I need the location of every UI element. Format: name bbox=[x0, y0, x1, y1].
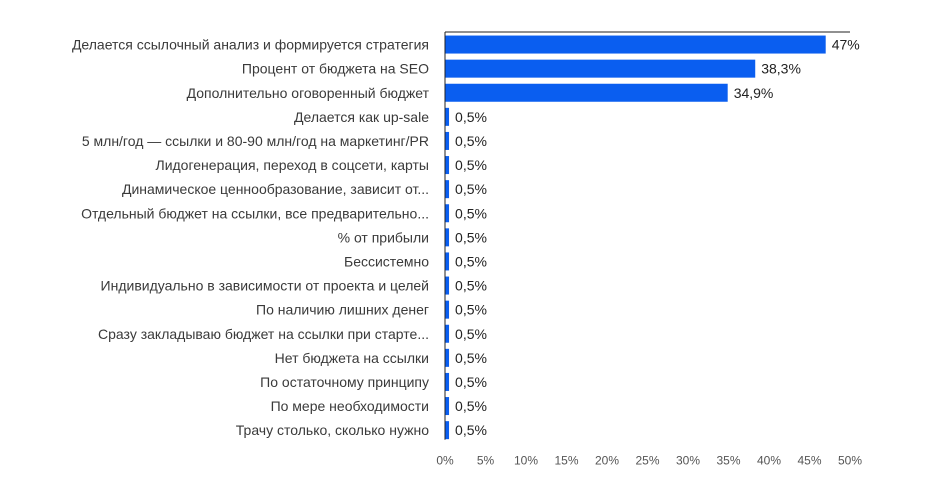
category-label-16: Трачу столько, сколько нужно bbox=[236, 422, 429, 438]
value-label-13: 0,5% bbox=[455, 350, 487, 366]
value-label-1: 38,3% bbox=[761, 61, 801, 77]
value-label-16: 0,5% bbox=[455, 422, 487, 438]
x-tick-label-10: 50% bbox=[838, 454, 862, 468]
value-labels-group: 47% 38,3% 34,9% 0,5% 0,5% 0,5% 0,5% 0,5% 0,5% 0,5… bbox=[455, 37, 860, 439]
x-tick-label-1: 5% bbox=[477, 454, 495, 468]
bar-14 bbox=[445, 372, 450, 391]
category-label-5: Лидогенерация, переход в соцсети, карты bbox=[156, 157, 430, 173]
category-label-14: По остаточному принципу bbox=[260, 374, 429, 390]
category-labels-group: Делается ссылочный анализ и формируется … bbox=[72, 37, 430, 439]
value-label-7: 0,5% bbox=[455, 205, 487, 221]
x-tick-label-2: 10% bbox=[514, 454, 538, 468]
category-label-4: 5 млн/год — ссылки и 80-90 млн/год на ма… bbox=[82, 133, 429, 149]
bar-9 bbox=[445, 252, 450, 271]
bar-7 bbox=[445, 204, 450, 223]
bar-5 bbox=[445, 156, 450, 175]
x-tick-label-3: 15% bbox=[554, 454, 578, 468]
x-tick-labels-group: 0% 5% 10% 15% 20% 25% 30% 35% 40% 45% 50% bbox=[436, 454, 862, 468]
value-label-9: 0,5% bbox=[455, 253, 487, 269]
x-tick-label-8: 40% bbox=[757, 454, 781, 468]
value-label-11: 0,5% bbox=[455, 302, 487, 318]
category-label-10: Индивидуально в зависимости от проекта и… bbox=[101, 278, 429, 294]
value-label-0: 47% bbox=[832, 37, 860, 53]
category-label-9: Бессистемно bbox=[344, 253, 429, 269]
bar-4 bbox=[445, 131, 450, 150]
category-label-3: Делается как up-sale bbox=[294, 109, 429, 125]
value-label-2: 34,9% bbox=[734, 85, 774, 101]
bar-16 bbox=[445, 421, 450, 440]
bar-12 bbox=[445, 324, 450, 343]
value-label-6: 0,5% bbox=[455, 181, 487, 197]
bar-1 bbox=[445, 59, 756, 78]
bar-10 bbox=[445, 276, 450, 295]
bar-0 bbox=[445, 35, 826, 54]
bar-3 bbox=[445, 107, 450, 126]
x-tick-label-0: 0% bbox=[436, 454, 454, 468]
bar-2 bbox=[445, 83, 728, 102]
bar-13 bbox=[445, 348, 450, 367]
bars-group bbox=[445, 35, 826, 440]
x-tick-label-4: 20% bbox=[595, 454, 619, 468]
x-tick-label-7: 35% bbox=[716, 454, 740, 468]
value-label-15: 0,5% bbox=[455, 398, 487, 414]
value-label-8: 0,5% bbox=[455, 229, 487, 245]
bar-6 bbox=[445, 180, 450, 199]
x-tick-label-9: 45% bbox=[797, 454, 821, 468]
value-label-12: 0,5% bbox=[455, 326, 487, 342]
category-label-8: % от прибыли bbox=[338, 229, 429, 245]
category-label-7: Отдельный бюджет на ссылки, все предвари… bbox=[81, 205, 429, 221]
value-label-4: 0,5% bbox=[455, 133, 487, 149]
bar-11 bbox=[445, 300, 450, 319]
category-label-15: По мере необходимости bbox=[271, 398, 429, 414]
x-tick-label-6: 30% bbox=[676, 454, 700, 468]
value-label-5: 0,5% bbox=[455, 157, 487, 173]
category-label-1: Процент от бюджета на SEO bbox=[242, 61, 429, 77]
category-label-6: Динамическое ценнообразование, зависит о… bbox=[122, 181, 429, 197]
category-label-0: Делается ссылочный анализ и формируется … bbox=[72, 37, 429, 53]
value-label-3: 0,5% bbox=[455, 109, 487, 125]
category-label-13: Нет бюджета на ссылки bbox=[275, 350, 429, 366]
x-tick-label-5: 25% bbox=[635, 454, 659, 468]
value-label-14: 0,5% bbox=[455, 374, 487, 390]
bar-15 bbox=[445, 397, 450, 416]
category-label-11: По наличию лишних денег bbox=[256, 302, 429, 318]
bar-8 bbox=[445, 228, 450, 247]
category-label-2: Дополнительно оговоренный бюджет bbox=[187, 85, 430, 101]
value-label-10: 0,5% bbox=[455, 278, 487, 294]
category-label-12: Сразу закладываю бюджет на ссылки при ст… bbox=[98, 326, 429, 342]
